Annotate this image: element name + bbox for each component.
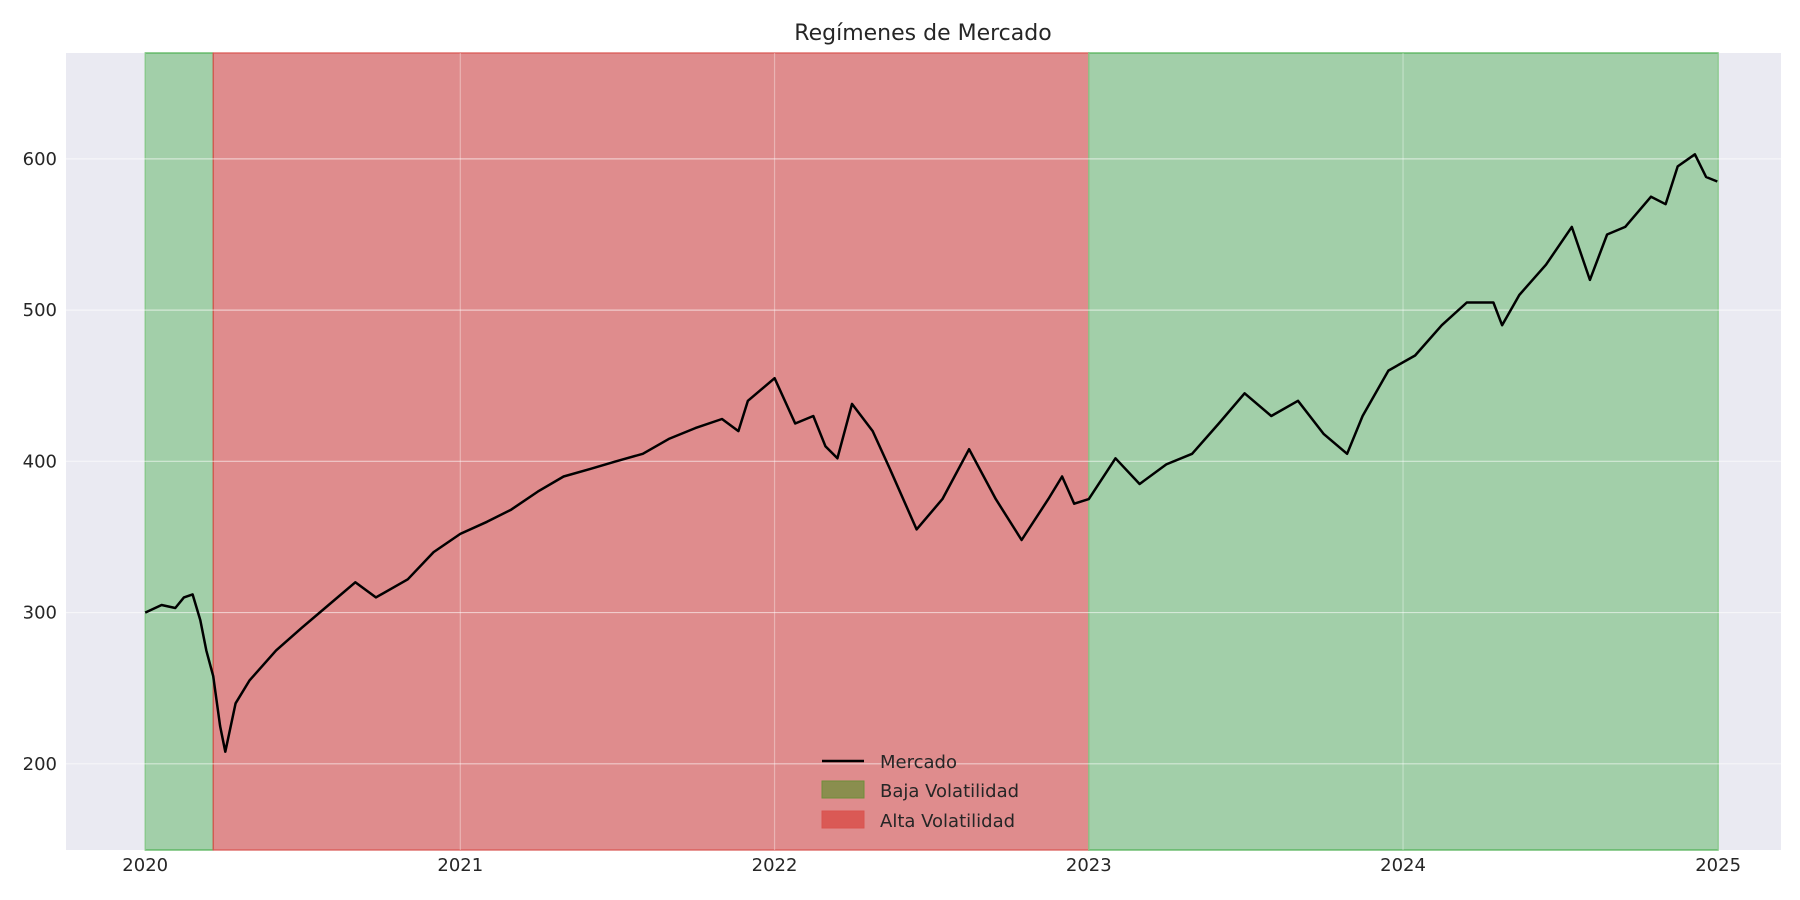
legend-label-baja-volatilidad: Baja Volatilidad xyxy=(880,781,1019,802)
regime-band-1 xyxy=(212,52,1090,851)
x-tick-label-2025: 2025 xyxy=(1695,855,1741,876)
x-tick-label-2023: 2023 xyxy=(1066,855,1112,876)
x-tick-label-2024: 2024 xyxy=(1380,855,1426,876)
legend-swatch-alta-volatilidad xyxy=(821,810,865,829)
regime-bands xyxy=(144,52,1719,851)
x-tick-label-2020: 2020 xyxy=(122,855,168,876)
chart-title: Regímenes de Mercado xyxy=(794,21,1051,46)
regime-band-0 xyxy=(144,52,214,851)
tick-labels: 2020 2021 2022 2023 2024 2025 200 300 400 500 600 xyxy=(23,149,1741,876)
y-tick-label-600: 600 xyxy=(23,149,57,170)
x-tick-label-2022: 2022 xyxy=(752,855,798,876)
x-tick-label-2021: 2021 xyxy=(437,855,483,876)
y-tick-label-500: 500 xyxy=(23,300,57,321)
y-tick-label-200: 200 xyxy=(23,754,57,775)
legend: Mercado Baja Volatilidad Alta Volatilida… xyxy=(821,752,1019,832)
y-tick-label-300: 300 xyxy=(23,603,57,624)
legend-swatch-baja-volatilidad xyxy=(821,780,865,799)
series-layer xyxy=(144,153,1718,753)
grid-lines xyxy=(66,53,1781,850)
legend-label-alta-volatilidad: Alta Volatilidad xyxy=(880,811,1015,832)
series-line-mercado xyxy=(144,153,1718,753)
y-tick-label-400: 400 xyxy=(23,451,57,472)
legend-label-mercado: Mercado xyxy=(880,752,957,773)
